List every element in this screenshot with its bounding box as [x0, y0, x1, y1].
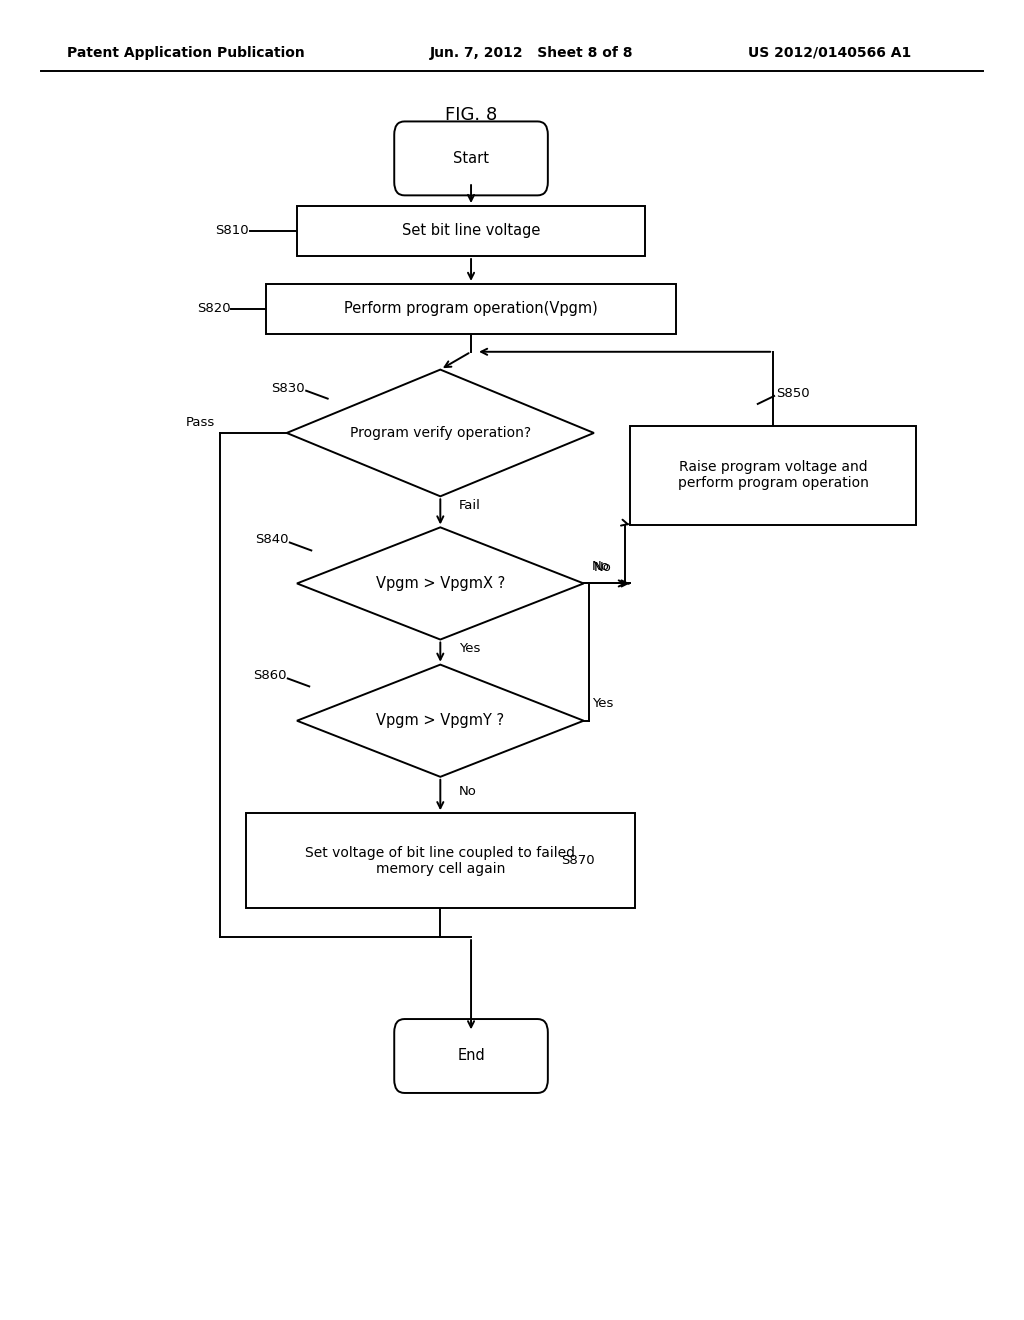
- Text: Vpgm > VpgmY ?: Vpgm > VpgmY ?: [376, 713, 505, 729]
- Text: Program verify operation?: Program verify operation?: [350, 426, 530, 440]
- Bar: [630, 425, 916, 524]
- Text: No: No: [459, 784, 476, 797]
- Text: S870: S870: [561, 854, 595, 867]
- Text: End: End: [457, 1048, 485, 1064]
- Text: Fail: Fail: [459, 499, 480, 512]
- Text: No: No: [592, 560, 609, 573]
- Bar: [246, 813, 635, 908]
- Text: S860: S860: [253, 669, 287, 682]
- Polygon shape: [287, 370, 594, 496]
- Polygon shape: [297, 527, 584, 639]
- Text: Yes: Yes: [459, 642, 480, 655]
- FancyBboxPatch shape: [394, 121, 548, 195]
- Text: FIG. 8: FIG. 8: [444, 106, 498, 124]
- Text: US 2012/0140566 A1: US 2012/0140566 A1: [748, 46, 910, 59]
- Text: Set voltage of bit line coupled to failed
memory cell again: Set voltage of bit line coupled to faile…: [305, 846, 575, 875]
- Text: Vpgm > VpgmX ?: Vpgm > VpgmX ?: [376, 576, 505, 591]
- Text: Yes: Yes: [592, 697, 613, 710]
- Text: Set bit line voltage: Set bit line voltage: [401, 223, 541, 239]
- Text: S810: S810: [215, 224, 249, 238]
- Text: Perform program operation(Vpgm): Perform program operation(Vpgm): [344, 301, 598, 317]
- Polygon shape: [297, 665, 584, 776]
- Text: Raise program voltage and
perform program operation: Raise program voltage and perform progra…: [678, 461, 868, 490]
- Text: Pass: Pass: [185, 416, 215, 429]
- Bar: [297, 206, 645, 256]
- Text: S840: S840: [255, 533, 289, 546]
- Text: S850: S850: [776, 387, 810, 400]
- Bar: [266, 284, 676, 334]
- Text: Patent Application Publication: Patent Application Publication: [67, 46, 304, 59]
- Text: S820: S820: [197, 302, 230, 315]
- FancyBboxPatch shape: [394, 1019, 548, 1093]
- Text: Start: Start: [453, 150, 489, 166]
- Text: Jun. 7, 2012   Sheet 8 of 8: Jun. 7, 2012 Sheet 8 of 8: [430, 46, 634, 59]
- Text: S830: S830: [271, 381, 305, 395]
- Text: No: No: [594, 561, 611, 574]
